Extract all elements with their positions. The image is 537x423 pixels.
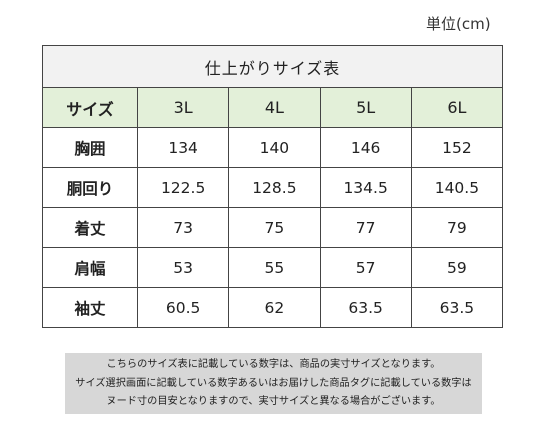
table-title-row: 仕上がりサイズ表 — [41, 45, 504, 88]
cell-sleeve-4l: 62 — [228, 287, 321, 328]
table-row-chest: 胸囲 134 140 146 152 — [42, 127, 504, 168]
cell-chest-4l: 140 — [228, 127, 321, 168]
table-title: 仕上がりサイズ表 — [41, 45, 504, 88]
table-row-length: 着丈 73 75 77 79 — [42, 207, 504, 248]
cell-chest-5l: 146 — [319, 127, 412, 168]
size-header-6l: 6L — [410, 87, 504, 128]
size-header-row: サイズ 3L 4L 5L 6L — [42, 87, 504, 128]
cell-length-6l: 79 — [410, 207, 504, 248]
table-row-waist: 胴回り 122.5 128.5 134.5 140.5 — [42, 167, 504, 208]
cell-shoulder-3l: 53 — [136, 247, 230, 288]
cell-length-3l: 73 — [136, 207, 230, 248]
size-header-4l: 4L — [228, 87, 321, 128]
cell-waist-5l: 134.5 — [319, 167, 412, 208]
size-header-3l: 3L — [136, 87, 230, 128]
table-row-shoulder: 肩幅 53 55 57 59 — [42, 247, 504, 288]
cell-shoulder-4l: 55 — [228, 247, 321, 288]
cell-waist-6l: 140.5 — [410, 167, 504, 208]
cell-shoulder-5l: 57 — [319, 247, 412, 288]
cell-length-4l: 75 — [228, 207, 321, 248]
row-label-shoulder: 肩幅 — [42, 247, 138, 288]
cell-shoulder-6l: 59 — [410, 247, 504, 288]
note-line: こちらのサイズ表に記載している数字は、商品の実寸サイズとなります。 — [106, 359, 441, 370]
measurement-note: こちらのサイズ表に記載している数字は、商品の実寸サイズとなります。 サイズ選択画… — [65, 353, 482, 414]
cell-sleeve-5l: 63.5 — [319, 287, 412, 328]
unit-label: 単位(cm) — [426, 15, 491, 33]
table-row-sleeve: 袖丈 60.5 62 63.5 63.5 — [42, 287, 504, 328]
note-line: ヌード寸の目安となりますので、実寸サイズと異なる場合がございます。 — [106, 396, 441, 407]
cell-waist-3l: 122.5 — [136, 167, 230, 208]
note-line: サイズ選択画面に記載している数字あるいはお届けした商品タグに記載している数字は — [75, 377, 472, 389]
size-header-5l: 5L — [319, 87, 412, 128]
row-label-sleeve: 袖丈 — [42, 287, 138, 328]
row-label-chest: 胸囲 — [42, 127, 138, 168]
cell-chest-3l: 134 — [136, 127, 230, 168]
row-label-length: 着丈 — [42, 207, 138, 248]
cell-length-5l: 77 — [319, 207, 412, 248]
cell-waist-4l: 128.5 — [228, 167, 321, 208]
cell-sleeve-6l: 63.5 — [410, 287, 504, 328]
cell-sleeve-3l: 60.5 — [136, 287, 230, 328]
cell-chest-6l: 152 — [410, 127, 504, 168]
size-header-label: サイズ — [42, 87, 138, 128]
row-label-waist: 胴回り — [42, 167, 138, 208]
size-chart-table: 仕上がりサイズ表 サイズ 3L 4L 5L 6L 胸囲 134 140 146 … — [41, 45, 504, 328]
